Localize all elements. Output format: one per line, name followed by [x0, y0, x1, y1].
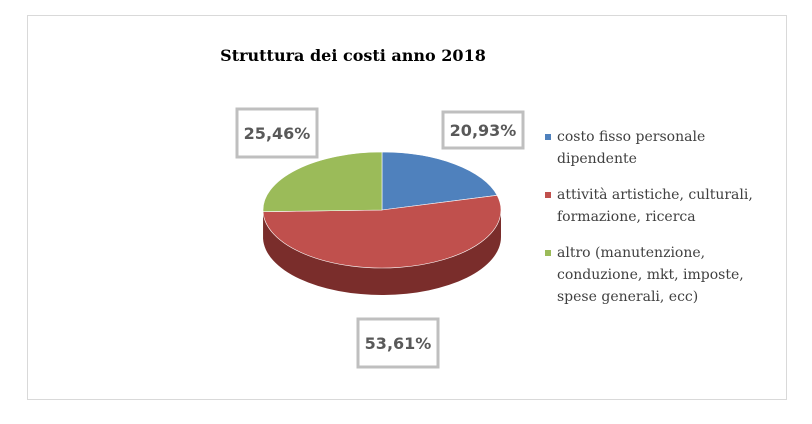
data-label-box-attivita [356, 317, 440, 369]
pie-chart: 20,93% 53,61% 25,46% [235, 107, 525, 369]
data-label-personale: 20,93% [450, 121, 517, 140]
legend-label-line: formazione, ricerca [557, 209, 696, 225]
legend-swatch-red [545, 192, 551, 198]
legend-item-attivita: attività artistiche, culturali, formazio… [545, 184, 785, 228]
legend-label-line: conduzione, mkt, imposte, [557, 267, 744, 283]
pie-side-attivita [263, 210, 501, 296]
data-label-attivita: 53,61% [365, 334, 432, 353]
legend-label-line: costo fisso personale [557, 129, 706, 145]
legend: costo fisso personale dipendente attivit… [545, 126, 785, 322]
legend-item-altro: altro (manutenzione, conduzione, mkt, im… [545, 242, 785, 308]
chart-title: Struttura dei costi anno 2018 [220, 46, 486, 65]
pie-slice-personale [381, 151, 498, 211]
pie-slice-attivita [262, 195, 502, 269]
legend-item-personale: costo fisso personale dipendente [545, 126, 785, 170]
legend-label-line: spese generali, ecc) [557, 289, 699, 305]
chart-area: Struttura dei costi anno 2018 20,93% 53,6… [27, 15, 787, 400]
pie-slice-altro [262, 151, 383, 212]
legend-label-line: altro (manutenzione, [557, 245, 706, 261]
pie-sides [263, 210, 501, 296]
data-label-box-personale [441, 110, 525, 150]
data-label-box-altro [235, 107, 319, 159]
legend-label-line: attività artistiche, culturali, [557, 187, 753, 203]
data-label-altro: 25,46% [244, 124, 311, 143]
pie-slices [262, 151, 502, 269]
pie-data-labels: 20,93% 53,61% 25,46% [235, 107, 525, 369]
legend-label-line: dipendente [557, 151, 637, 167]
legend-swatch-green [545, 250, 551, 256]
legend-swatch-blue [545, 134, 551, 140]
